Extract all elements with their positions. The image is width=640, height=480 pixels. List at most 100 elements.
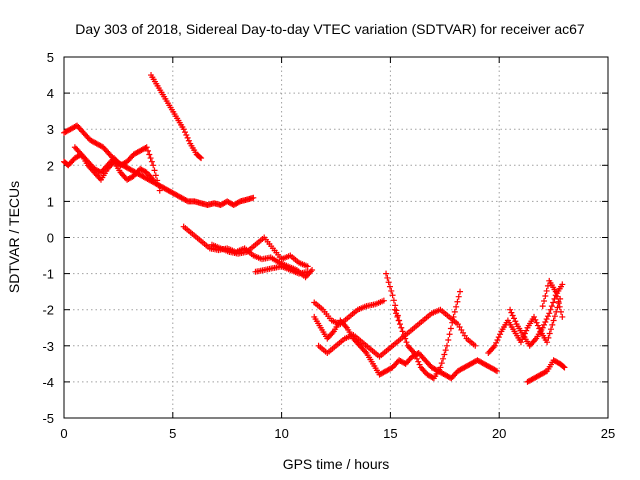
x-tick-label: 25 [601,426,615,441]
data-point [508,309,515,316]
data-point [396,317,403,324]
data-point [181,129,188,136]
data-point [146,151,153,158]
data-point [384,274,391,281]
data-point [185,137,192,144]
y-tick-label: -4 [42,375,54,390]
data-point [142,144,149,151]
data-point [393,307,400,314]
data-point [401,360,408,367]
data-point [389,292,396,299]
data-point [517,339,524,346]
data-point [150,162,157,169]
data-point [542,368,549,375]
data-point [150,176,157,183]
data-point [394,312,401,319]
y-tick-label: 5 [47,50,54,65]
grid [64,57,608,418]
data-point [507,306,514,313]
chart-title: Day 303 of 2018, Sidereal Day-to-day VTE… [75,21,585,37]
data-point [250,194,257,201]
data-point [494,337,501,344]
y-tick-label: 2 [47,158,54,173]
data-point [533,319,540,326]
y-tick-label: 3 [47,122,54,137]
data-point [147,155,154,162]
data-point [543,287,550,294]
y-tick-label: -2 [42,303,54,318]
data-point [544,339,551,346]
data-point [383,270,390,277]
data-point [551,313,558,320]
data-point [555,298,562,305]
series-track-d [148,72,205,162]
data-point [411,350,418,357]
data-point [144,147,151,154]
data-point [539,324,546,331]
x-tick-label: 5 [169,426,176,441]
data-point [560,363,567,370]
data-point [556,303,563,310]
data-point [184,134,191,141]
data-point [304,268,311,275]
data-point [437,364,444,371]
data-point [183,131,190,138]
data-point [542,292,549,299]
data-point [554,293,561,300]
data-point [403,339,410,346]
data-point [523,327,530,334]
data-point [546,310,553,317]
data-point [454,298,461,305]
data-point [491,342,498,349]
data-point [156,187,163,194]
y-tick-label: -3 [42,339,54,354]
series-track-c [71,144,157,183]
data-point [453,303,460,310]
data-point [72,123,79,130]
y-tick-label: 0 [47,231,54,246]
series-track-i [311,297,387,328]
series-track-n [507,281,566,349]
data-point [455,293,462,300]
series-track-l [383,270,403,324]
data-point [148,158,155,165]
y-axis-label: SDTVAR / TECUs [6,181,22,293]
data-point [155,182,162,189]
data-point [546,330,553,337]
series-track-f [208,234,311,270]
data-point [543,316,550,323]
data-point [510,315,517,322]
data-point [545,334,552,341]
y-tick-label: 1 [47,194,54,209]
data-point [440,355,447,362]
data-point [441,351,448,358]
data-point [494,368,501,375]
data-point [548,303,555,310]
data-point [547,306,554,313]
data-point [539,303,546,310]
data-marks [61,72,568,385]
data-point [542,318,549,325]
data-point [446,331,453,338]
data-point [438,360,445,367]
data-point [180,126,187,133]
data-point [385,279,392,286]
data-point [544,282,551,289]
x-tick-label: 15 [383,426,397,441]
data-point [380,297,387,304]
data-point [304,263,311,270]
series-track-o [524,357,568,385]
series-track-g [252,263,311,277]
data-point [552,288,559,295]
data-point [541,321,548,328]
y-axis-ticks: -5 -4 -3 -2 -1 0 1 2 3 4 5 [42,50,608,426]
x-axis-ticks: 0 5 10 15 20 25 [60,57,615,441]
data-point [550,299,557,306]
data-point [416,361,423,368]
x-tick-label: 0 [60,426,67,441]
data-point [557,308,564,315]
x-tick-label: 10 [274,426,288,441]
data-point [183,197,190,204]
data-point [457,288,464,295]
data-point [413,355,420,362]
